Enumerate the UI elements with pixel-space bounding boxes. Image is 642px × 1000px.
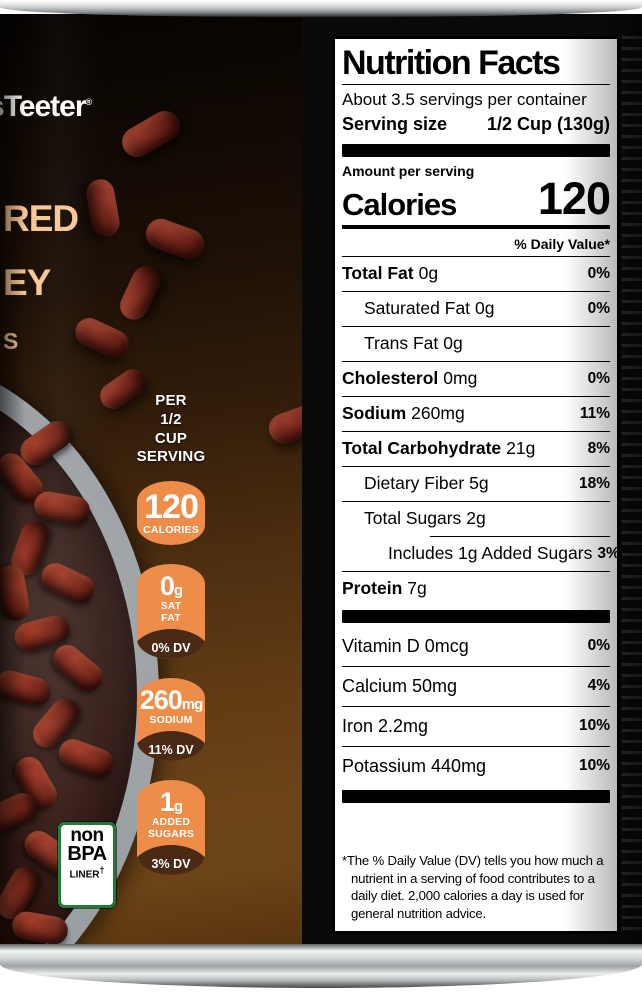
divider bbox=[342, 224, 610, 229]
calories-row: Calories 120 bbox=[342, 173, 611, 225]
bpa-line-non: non bbox=[70, 825, 104, 846]
vitamin-row: Vitamin D 0mcg 0% bbox=[342, 635, 610, 656]
nutrition-row: Dietary Fiber 5g 18% bbox=[364, 473, 610, 494]
brand-logo: sTeeter® bbox=[0, 90, 93, 124]
vitamin-row: Calcium 50mg 4% bbox=[342, 665, 610, 706]
product-name-fragment-s: S bbox=[3, 328, 18, 354]
nutrient-badge-calories: 120 CALORIES bbox=[137, 481, 205, 545]
bpa-line-liner: LINER† bbox=[69, 865, 105, 881]
non-bpa-liner-badge: non BPA LINER† bbox=[58, 822, 116, 908]
kidney-bean bbox=[116, 105, 186, 163]
brand-logo-text: Teeter bbox=[3, 90, 87, 123]
calories-value: 120 bbox=[537, 173, 611, 225]
kidney-bean bbox=[141, 214, 209, 264]
nutrition-row: Sodium 260mg 11% bbox=[342, 403, 610, 424]
product-name-fragment-ey: EY bbox=[3, 262, 51, 303]
thick-divider bbox=[342, 609, 610, 623]
nutrition-row: Includes 1g Added Sugars 3% bbox=[388, 543, 620, 564]
nutrition-row: Total Carbohydrate 21g 8% bbox=[342, 438, 610, 459]
registered-mark: ® bbox=[85, 97, 93, 107]
serving-size-label: Serving size bbox=[342, 114, 448, 135]
dagger-mark: † bbox=[99, 865, 105, 876]
per-serving-header: PER 1/2 CUP SERVING bbox=[136, 392, 206, 466]
can-bottom-rim bbox=[0, 944, 642, 988]
kidney-bean bbox=[115, 261, 165, 325]
serving-size-value: 1/2 Cup (130g) bbox=[486, 114, 610, 135]
can-edge-blurred-text bbox=[622, 36, 642, 934]
bpa-line-bpa: BPA bbox=[67, 843, 107, 866]
thick-divider bbox=[342, 789, 610, 803]
nutrition-row: Saturated Fat 0g 0% bbox=[364, 298, 610, 319]
kidney-bean bbox=[84, 177, 122, 239]
nutrition-row: Trans Fat 0g bbox=[364, 333, 463, 354]
daily-value-footnote: *The % Daily Value (DV) tells you how mu… bbox=[342, 852, 604, 922]
vitamin-row: Iron 2.2mg 10% bbox=[342, 705, 610, 746]
thick-divider bbox=[342, 144, 610, 158]
nutrition-facts-panel: Nutrition Facts About 3.5 servings per c… bbox=[332, 36, 620, 934]
can-top-rim bbox=[0, 0, 642, 17]
nutrition-row: Protein 7g bbox=[342, 578, 427, 599]
nutrient-badge-sat-fat: 0g SAT FAT 0% DV bbox=[137, 563, 205, 659]
nutrition-row: Total Fat 0g 0% bbox=[342, 263, 610, 284]
nutrition-row: Cholesterol 0mg 0% bbox=[342, 368, 610, 389]
nutrition-row: Total Sugars 2g bbox=[364, 508, 486, 529]
calories-label: Calories bbox=[342, 186, 457, 222]
nutrient-rows: Total Fat 0g 0% Saturated Fat 0g 0% Trans Fat 0… bbox=[342, 257, 620, 606]
servings-per-container: About 3.5 servings per container bbox=[342, 90, 587, 110]
nutrient-badge-sodium: 260mg SODIUM 11% DV bbox=[137, 677, 205, 761]
per-serving-callouts: PER 1/2 CUP SERVING 120 CALORIES 0g SAT FAT 0% D… bbox=[128, 392, 214, 894]
nutrient-badges: 120 CALORIES 0g SAT FAT 0% DV 260mg SODIUM 11% D… bbox=[137, 481, 205, 894]
kidney-bean bbox=[264, 398, 302, 448]
daily-value-header: % Daily Value* bbox=[342, 231, 610, 257]
product-name-fragment-red: RED bbox=[3, 198, 79, 239]
label-side-panel: Nutrition Facts About 3.5 servings per c… bbox=[302, 14, 642, 944]
vitamin-row: Potassium 440mg 10% bbox=[342, 745, 610, 786]
nutrient-badge-added-sugars: 1g ADDED SUGARS 3% DV bbox=[137, 779, 205, 875]
kidney-bean bbox=[70, 313, 134, 363]
divider bbox=[342, 84, 610, 86]
serving-size-row: Serving size 1/2 Cup (130g) bbox=[342, 111, 610, 140]
nutrition-facts-title: Nutrition Facts bbox=[342, 44, 561, 82]
vitamin-rows: Vitamin D 0mcg 0% Calcium 50mg 4% Iron 2.2mg… bbox=[342, 627, 610, 786]
